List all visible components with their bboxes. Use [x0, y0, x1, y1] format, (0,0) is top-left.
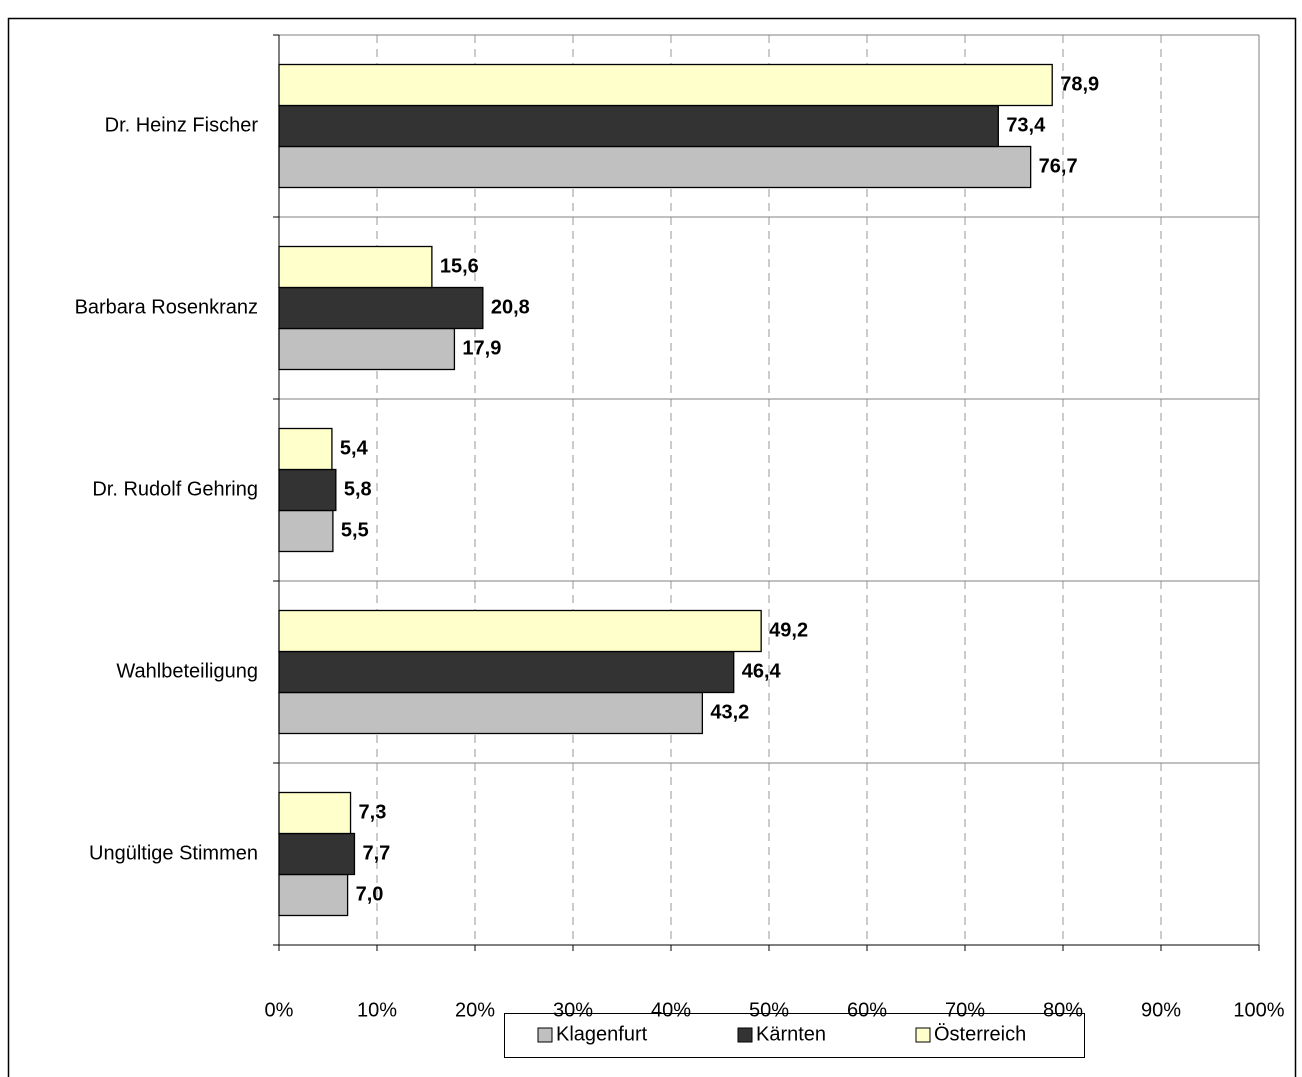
x-tick-label: 0% — [265, 999, 294, 1021]
value-label: 7,3 — [359, 801, 387, 823]
value-label: 76,7 — [1039, 155, 1078, 177]
x-tick-label: 30% — [553, 999, 593, 1021]
value-label: 17,9 — [462, 337, 501, 359]
x-tick-label: 70% — [945, 999, 985, 1021]
x-tick-label: 100% — [1233, 999, 1284, 1021]
legend-swatch — [915, 1027, 931, 1043]
y-tick-label: Ungültige Stimmen — [89, 842, 258, 864]
legend-swatch — [537, 1027, 553, 1043]
value-label: 5,8 — [344, 478, 372, 500]
legend-label: Klagenfurt — [556, 1023, 648, 1045]
value-label: 43,2 — [710, 701, 749, 723]
bar — [278, 468, 337, 512]
x-tick-label: 90% — [1141, 999, 1181, 1021]
x-tick-label: 40% — [651, 999, 691, 1021]
y-tick-label: Dr. Heinz Fischer — [105, 114, 259, 136]
value-label: 5,4 — [340, 437, 369, 459]
x-tick-label: 10% — [357, 999, 397, 1021]
bar — [278, 286, 484, 330]
bar — [278, 327, 456, 371]
value-label: 7,7 — [362, 842, 390, 864]
y-tick-label: Barbara Rosenkranz — [75, 296, 258, 318]
y-tick-label: Dr. Rudolf Gehring — [92, 478, 258, 500]
value-label: 46,4 — [742, 660, 782, 682]
value-label: 73,4 — [1006, 114, 1046, 136]
y-tick-label: Wahlbeteiligung — [116, 660, 258, 682]
legend-swatch — [737, 1027, 753, 1043]
bar — [278, 427, 333, 471]
legend-box — [504, 1013, 1085, 1058]
bar — [278, 609, 762, 653]
bar — [278, 873, 349, 917]
bar — [278, 509, 334, 553]
chart-frame — [7, 17, 1297, 1077]
bar — [278, 145, 1032, 189]
value-label: 20,8 — [491, 296, 530, 318]
bar — [278, 691, 704, 735]
value-label: 5,5 — [341, 519, 369, 541]
bar — [278, 791, 352, 835]
bar — [278, 63, 1053, 107]
bar — [278, 832, 356, 876]
x-tick-label: 50% — [749, 999, 789, 1021]
x-tick-label: 20% — [455, 999, 495, 1021]
x-tick-label: 60% — [847, 999, 887, 1021]
bar — [278, 650, 735, 694]
value-label: 7,0 — [356, 883, 384, 905]
x-tick-label: 80% — [1043, 999, 1083, 1021]
value-label: 78,9 — [1060, 73, 1099, 95]
value-label: 49,2 — [769, 619, 808, 641]
bar — [278, 104, 999, 148]
legend-label: Österreich — [934, 1023, 1026, 1045]
value-label: 15,6 — [440, 255, 479, 277]
bar — [278, 245, 433, 289]
legend-label: Kärnten — [756, 1023, 826, 1045]
